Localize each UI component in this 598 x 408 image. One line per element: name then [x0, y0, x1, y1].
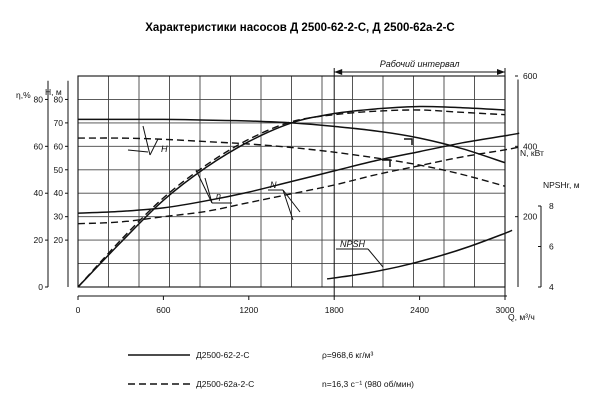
eta-tick-label: 0 [38, 282, 43, 292]
h-label-leader-2 [142, 125, 151, 156]
h-tick-label: 70 [54, 118, 64, 128]
q-tick-label: 1800 [325, 305, 344, 315]
n-curve-solid [77, 132, 520, 214]
eta-tick-label: 40 [34, 188, 44, 198]
eta-axis-label: η,% [16, 90, 31, 100]
q-tick-label: 1200 [239, 305, 258, 315]
eta-tick-label: 20 [34, 235, 44, 245]
h-tolerance-mark-1 [404, 138, 413, 145]
n-tick-label: 600 [523, 71, 537, 81]
n-curve-dash [77, 146, 520, 225]
h-label-leader [127, 149, 149, 153]
npsh-axis-label: NPSHr, м [543, 180, 580, 190]
chart-title: Характеристики насосов Д 2500-62-2-С, Д … [145, 22, 454, 34]
grid [47, 68, 542, 297]
n-curve-label: N [270, 180, 277, 190]
working-interval-arrow-right [497, 69, 505, 75]
h-curve-label: H [161, 144, 168, 154]
n-label-leader-2 [282, 189, 294, 221]
eta-tick-label: 80 [34, 94, 44, 104]
npsh-tick-label: 8 [549, 201, 554, 211]
npsh-curve-label: NPSH [340, 239, 366, 249]
n-tick-label: 400 [523, 141, 537, 151]
npsh-label-leader-2 [367, 248, 384, 268]
h-tick-label: 60 [54, 141, 64, 151]
h-tolerance-mark-2 [382, 159, 391, 167]
curve-labels: H η N NPSH [127, 125, 384, 268]
n-tick-label: 200 [523, 212, 537, 222]
npsh-curve-solid [326, 229, 513, 280]
density-note: ρ=968,6 кг/м³ [322, 350, 373, 360]
h-tick-label: 50 [54, 165, 64, 175]
q-tick-label: 3000 [496, 305, 515, 315]
legend: Д2500-62-2-С Д2500-62а-2-С ρ=968,6 кг/м³… [128, 350, 414, 389]
working-interval: Рабочий интервал [334, 59, 505, 75]
h-axis-label: H, м [45, 87, 62, 97]
q-tick-label: 2400 [410, 305, 429, 315]
n-label-leader-3 [282, 189, 301, 213]
q-tick-label: 600 [156, 305, 170, 315]
h-tick-label: 40 [54, 188, 64, 198]
legend-label-2: Д2500-62а-2-С [196, 379, 254, 389]
q-axis-label: Q, м³/ч [508, 312, 535, 322]
legend-label-1: Д2500-62-2-С [196, 350, 249, 360]
eta-tick-label: 60 [34, 141, 44, 151]
h-tick-label: 80 [54, 94, 64, 104]
h-tick-label: 20 [54, 235, 64, 245]
h-tick-label: 30 [54, 212, 64, 222]
npsh-tick-label: 6 [549, 242, 554, 252]
working-interval-arrow-left [334, 69, 343, 75]
npsh-tick-label: 4 [549, 282, 554, 292]
q-tick-label: 0 [76, 305, 81, 315]
eta-curve-solid [77, 105, 506, 288]
eta-curve-label: η [216, 191, 221, 201]
eta-label-leader-2 [195, 169, 213, 204]
curves [77, 105, 520, 288]
h-label-leader-3 [149, 138, 159, 156]
n-axis-label: N, кВт [520, 148, 544, 158]
h-curve-dash [77, 137, 506, 187]
working-interval-label: Рабочий интервал [380, 59, 460, 69]
speed-note: n=16,3 с⁻¹ (980 об/мин) [322, 379, 414, 389]
eta-label-leader-3 [204, 177, 213, 204]
